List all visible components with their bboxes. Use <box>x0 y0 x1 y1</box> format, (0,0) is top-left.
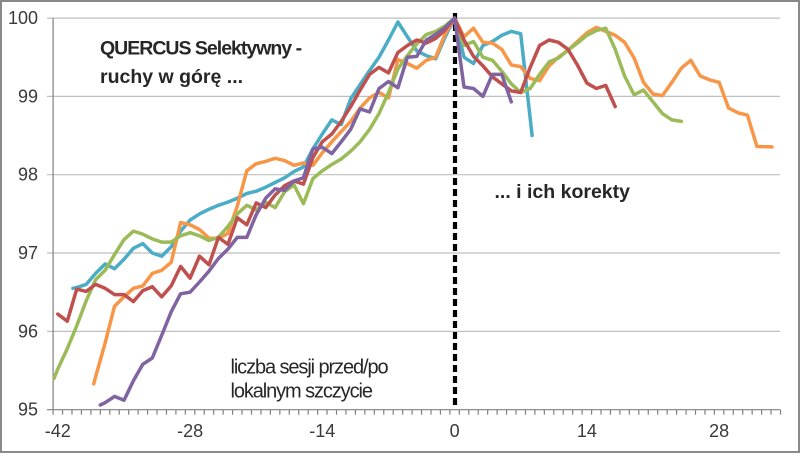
svg-text:99: 99 <box>18 86 38 106</box>
svg-text:-42: -42 <box>45 421 71 441</box>
svg-text:95: 95 <box>18 400 38 420</box>
svg-text:14: 14 <box>577 421 597 441</box>
svg-text:liczba sesji przed/po: liczba sesji przed/po <box>231 357 389 379</box>
svg-text:... i ich korekty: ... i ich korekty <box>495 181 631 203</box>
svg-text:-14: -14 <box>309 421 335 441</box>
svg-text:-28: -28 <box>177 421 203 441</box>
svg-text:QUERCUS Selektywny -: QUERCUS Selektywny - <box>100 38 302 60</box>
svg-text:100: 100 <box>8 8 38 28</box>
svg-text:ruchy w górę ...: ruchy w górę ... <box>100 66 243 88</box>
svg-text:98: 98 <box>18 165 38 185</box>
svg-text:28: 28 <box>709 421 729 441</box>
svg-text:0: 0 <box>450 421 460 441</box>
svg-text:97: 97 <box>18 243 38 263</box>
svg-text:lokalnym szczycie: lokalnym szczycie <box>231 381 373 403</box>
svg-text:96: 96 <box>18 321 38 341</box>
